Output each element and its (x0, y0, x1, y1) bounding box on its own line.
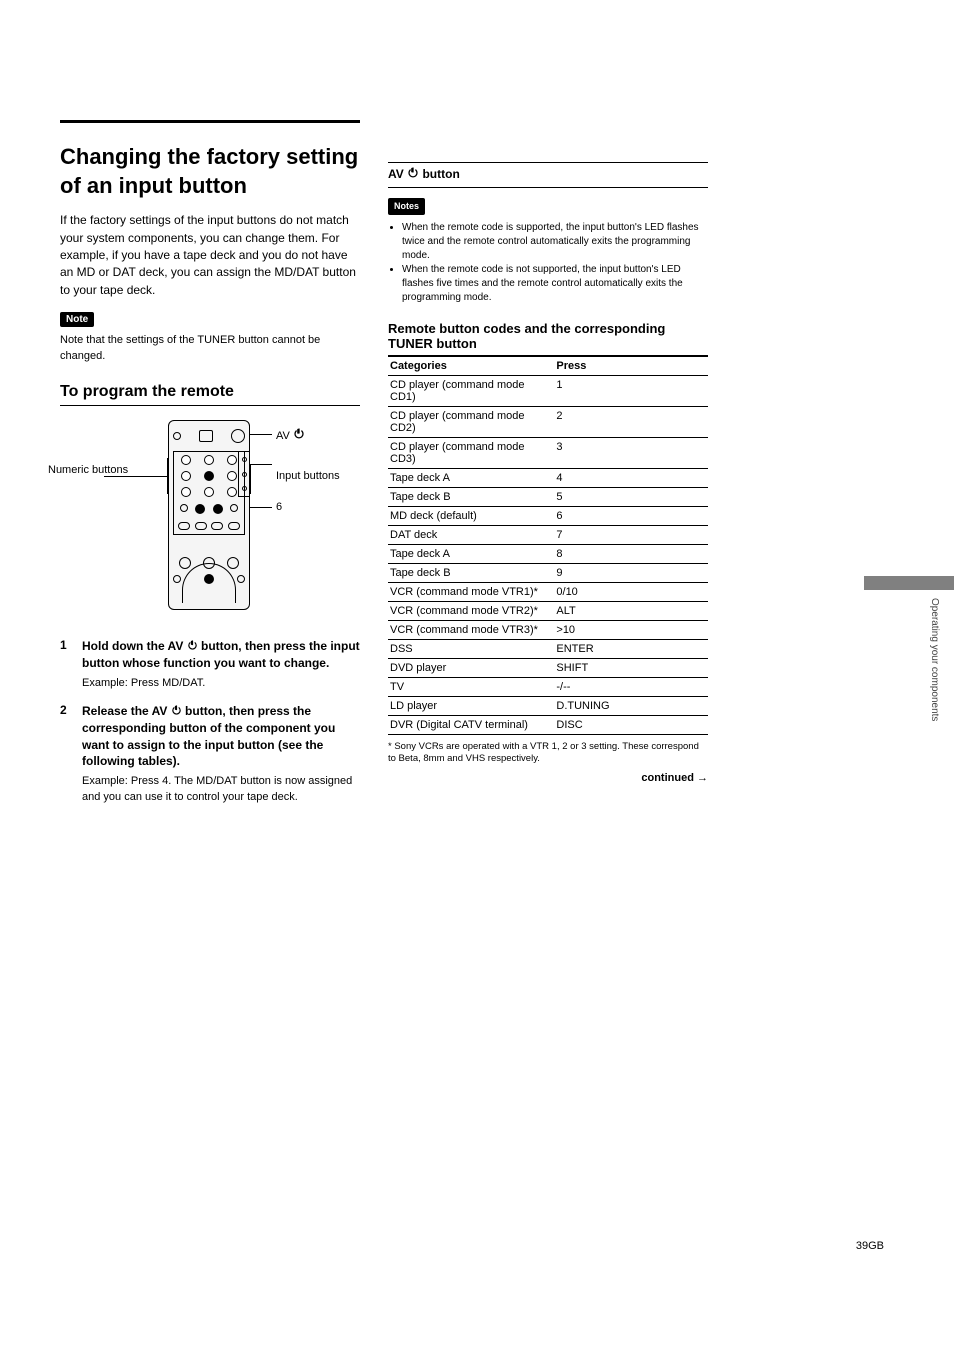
two-column-layout: Changing the factory setting of an input… (60, 120, 894, 817)
right-column: AV button Notes When the remote code is … (388, 120, 708, 817)
table-row: VCR (command mode VTR1)*0/10 (388, 582, 708, 601)
code-category: Tape deck A (388, 468, 554, 487)
notes-block: Notes When the remote code is supported,… (388, 198, 708, 305)
note-bullet: When the remote code is supported, the i… (402, 221, 708, 263)
thin-rule (388, 162, 708, 163)
continued-marker: continued → (388, 772, 708, 784)
code-press: >10 (554, 620, 708, 639)
code-category: VCR (command mode VTR3)* (388, 620, 554, 639)
remote-outline (168, 420, 250, 610)
code-press: 6 (554, 506, 708, 525)
code-press: -/-- (554, 677, 708, 696)
note-body: Note that the settings of the TUNER butt… (60, 333, 360, 365)
code-press: D.TUNING (554, 696, 708, 715)
table-row: Tape deck B9 (388, 563, 708, 582)
code-category: DVR (Digital CATV terminal) (388, 715, 554, 734)
table-row: Tape deck A8 (388, 544, 708, 563)
table-row: Tape deck A4 (388, 468, 708, 487)
table-row: CD player (command mode CD1)1 (388, 375, 708, 406)
table-row: LD playerD.TUNING (388, 696, 708, 715)
note-badge: Note (60, 312, 94, 327)
code-press: ALT (554, 601, 708, 620)
step-sub: Example: Press 4. The MD/DAT button is n… (82, 774, 360, 805)
input-buttons-label: Input buttons (276, 470, 340, 482)
code-category: CD player (command mode CD3) (388, 437, 554, 468)
power-icon (293, 428, 305, 440)
code-category: DSS (388, 639, 554, 658)
table-row: DVR (Digital CATV terminal)DISC (388, 715, 708, 734)
steps-list: 1 Hold down the AV button, then press th… (60, 638, 360, 805)
table-row: DAT deck7 (388, 525, 708, 544)
code-press: 8 (554, 544, 708, 563)
table-row: MD deck (default)6 (388, 506, 708, 525)
code-table: Categories Press CD player (command mode… (388, 357, 708, 735)
table-row: DSSENTER (388, 639, 708, 658)
step-text: Hold down the AV button, then press the … (82, 639, 360, 670)
code-press: 1 (554, 375, 708, 406)
table-row: CD player (command mode CD2)2 (388, 406, 708, 437)
code-category: DVD player (388, 658, 554, 677)
code-category: VCR (command mode VTR1)* (388, 582, 554, 601)
code-category: LD player (388, 696, 554, 715)
side-tab (864, 576, 954, 590)
step-text: Release the AV button, then press the co… (82, 704, 335, 768)
step-number: 2 (60, 703, 74, 805)
six-label: 6 (276, 501, 282, 513)
side-tab-label: Operating your components (929, 598, 940, 721)
section-rule (60, 120, 360, 123)
step: 2 Release the AV button, then press the … (60, 703, 360, 805)
code-col-categories: Categories (388, 357, 554, 376)
table-footnote: * Sony VCRs are operated with a VTR 1, 2… (388, 741, 708, 767)
step: 1 Hold down the AV button, then press th… (60, 638, 360, 691)
code-category: Tape deck A (388, 544, 554, 563)
code-press: DISC (554, 715, 708, 734)
notes-badge: Notes (388, 198, 425, 215)
code-press: ENTER (554, 639, 708, 658)
code-category: CD player (command mode CD1) (388, 375, 554, 406)
subsection-title: To program the remote (60, 383, 360, 406)
power-icon (187, 640, 198, 651)
table-row: DVD playerSHIFT (388, 658, 708, 677)
power-icon (407, 167, 419, 179)
remote-diagram: AV Input buttons 6 Numeric buttons (60, 420, 360, 620)
code-category: TV (388, 677, 554, 696)
section-title: Changing the factory setting of an input… (60, 143, 360, 200)
code-press: 2 (554, 406, 708, 437)
power-icon (171, 705, 182, 716)
arrow-right-icon: → (697, 772, 708, 784)
code-category: MD deck (default) (388, 506, 554, 525)
code-category: CD player (command mode CD2) (388, 406, 554, 437)
code-press: 0/10 (554, 582, 708, 601)
code-col-press: Press (554, 357, 708, 376)
table-row: CD player (command mode CD3)3 (388, 437, 708, 468)
code-press: 5 (554, 487, 708, 506)
code-category: VCR (command mode VTR2)* (388, 601, 554, 620)
av-button-header: AV button (388, 167, 708, 185)
table-row: TV-/-- (388, 677, 708, 696)
code-press: 4 (554, 468, 708, 487)
code-press: 7 (554, 525, 708, 544)
code-press: SHIFT (554, 658, 708, 677)
numeric-buttons-label: Numeric buttons (48, 464, 102, 476)
note-bullet: When the remote code is not supported, t… (402, 263, 708, 305)
left-column: Changing the factory setting of an input… (60, 120, 360, 817)
code-table-heading: Remote button codes and the correspondin… (388, 321, 708, 357)
section-intro: If the factory settings of the input but… (60, 212, 360, 299)
power-label: AV (276, 428, 305, 442)
step-sub: Example: Press MD/DAT. (82, 676, 360, 691)
table-row: Tape deck B5 (388, 487, 708, 506)
code-category: Tape deck B (388, 563, 554, 582)
table-row: VCR (command mode VTR2)*ALT (388, 601, 708, 620)
code-category: Tape deck B (388, 487, 554, 506)
step-number: 1 (60, 638, 74, 691)
code-category: DAT deck (388, 525, 554, 544)
page-number: 39GB (856, 1240, 884, 1252)
code-press: 9 (554, 563, 708, 582)
table-row: VCR (command mode VTR3)*>10 (388, 620, 708, 639)
code-press: 3 (554, 437, 708, 468)
